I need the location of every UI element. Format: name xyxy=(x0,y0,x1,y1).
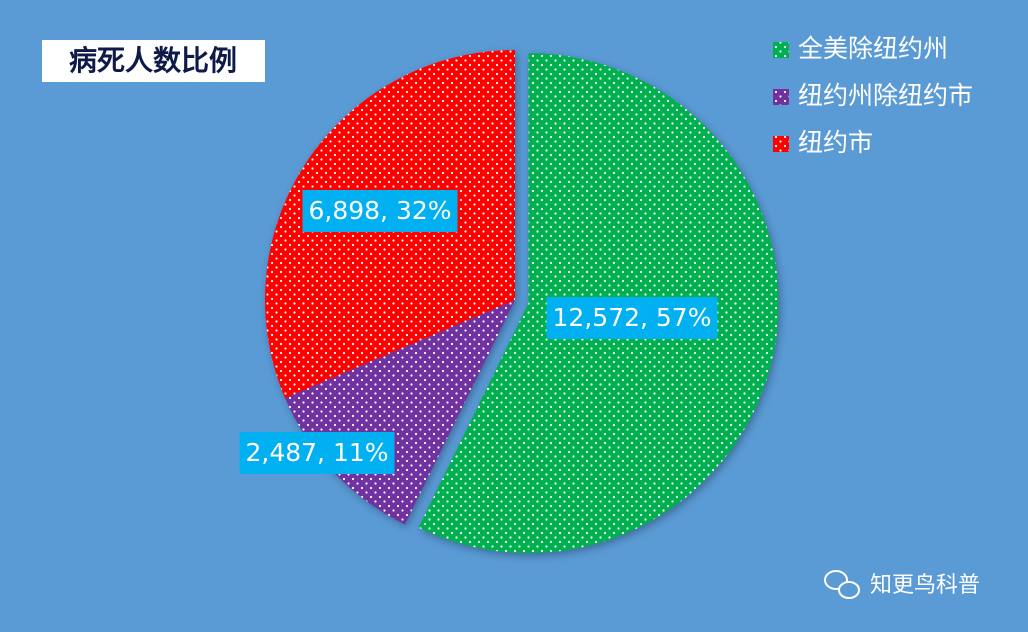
title-box xyxy=(42,40,265,82)
data-label: 6,898, 32% xyxy=(308,196,451,225)
data-label-box xyxy=(302,190,458,232)
legend-marker xyxy=(773,42,789,58)
wechat-icon xyxy=(824,570,860,599)
watermark: 知更鸟科普 xyxy=(870,573,980,598)
data-label-box xyxy=(239,432,395,474)
legend-label: 全美除纽约州 xyxy=(798,34,948,63)
chart-title: 病死人数比例 xyxy=(69,44,237,77)
legend-marker xyxy=(773,136,789,152)
legend-marker xyxy=(773,89,789,105)
data-label-box xyxy=(546,297,718,339)
data-label: 2,487, 11% xyxy=(245,438,388,467)
legend-label: 纽约市 xyxy=(798,128,873,157)
data-label: 12,572, 57% xyxy=(553,303,712,332)
legend-label: 纽约州除纽约市 xyxy=(798,81,973,110)
